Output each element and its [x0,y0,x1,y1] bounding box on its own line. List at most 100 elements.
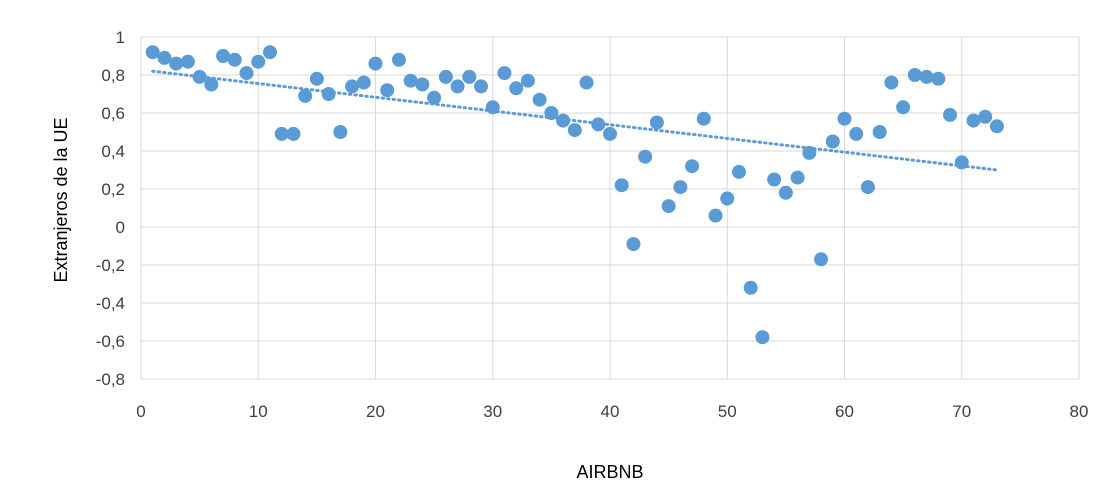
data-point [298,88,313,103]
x-tick-label: 10 [249,402,268,421]
data-point [884,75,899,90]
x-tick-label: 0 [136,402,145,421]
y-tick-labels: -0,8 -0,6 -0,4 -0,2 0 0,2 0,4 0,6 0,8 1 [96,28,125,389]
data-point [755,330,770,345]
data-point [321,87,336,101]
data-point [814,252,829,267]
data-point [532,92,547,107]
data-point [239,66,254,81]
data-point [450,79,465,94]
y-tick-label: 0 [116,218,125,237]
data-point [966,113,981,128]
data-point [614,178,629,193]
data-point [403,73,418,88]
data-point [145,45,160,60]
data-point [591,117,606,132]
data-point [743,280,758,295]
data-point [638,149,653,164]
data-point [579,75,594,90]
data-point [708,208,723,223]
data-point [860,180,875,195]
data-point [509,81,524,96]
x-axis-title: AIRBNB [576,462,643,482]
data-point [262,45,277,60]
data-point [274,126,289,141]
data-point [462,69,477,84]
trendline [151,69,999,172]
data-point [778,185,793,200]
x-tick-label: 20 [366,402,385,421]
y-tick-label: 0,2 [101,180,125,199]
data-point [907,68,922,82]
data-point [567,123,582,138]
x-tick-label: 60 [835,402,854,421]
data-point [661,199,676,214]
x-tick-label: 80 [1070,402,1089,421]
data-point [978,109,993,124]
data-point [380,83,395,98]
data-point [368,56,383,71]
x-tick-label: 40 [601,402,620,421]
y-tick-label: -0,4 [96,294,125,313]
data-point [802,145,817,160]
data-point [474,79,489,94]
data-point [954,155,969,170]
data-point [286,126,301,141]
data-point [333,125,348,139]
y-axis-title: Extranjeros de la UE [51,117,71,282]
data-point [989,119,1004,134]
data-point [673,180,688,195]
data-point [520,73,535,88]
data-point [485,100,500,115]
data-point [790,170,805,185]
y-tick-label: 0,6 [101,104,125,123]
gridlines [140,36,1080,380]
data-point [216,49,231,63]
y-tick-label: -0,8 [96,370,125,389]
data-point [204,77,219,92]
data-point [251,54,266,69]
y-tick-label: -0,6 [96,332,125,351]
data-point [872,125,887,139]
y-tick-label: -0,2 [96,256,125,275]
data-point [192,69,207,84]
data-point [825,134,840,149]
x-tick-label: 30 [483,402,502,421]
y-tick-label: 0,8 [101,66,125,85]
data-point [169,56,184,71]
data-point [685,159,700,174]
data-point [731,164,746,179]
y-tick-label: 1 [116,28,125,47]
data-point [837,111,852,126]
x-tick-labels: 0 10 20 30 40 50 60 70 80 [136,402,1088,421]
data-point [767,172,782,187]
data-point [626,237,641,252]
x-tick-label: 50 [718,402,737,421]
data-point [345,79,360,94]
data-point [896,100,911,115]
x-tick-label: 70 [952,402,971,421]
data-point [438,69,453,84]
data-point [720,191,735,206]
data-point [544,106,559,120]
y-tick-label: 0,4 [101,142,125,161]
data-point [309,71,324,86]
data-point [849,126,864,141]
data-point [427,90,442,105]
data-point [157,50,172,65]
data-point [497,66,512,81]
data-point [356,75,371,90]
data-point [943,107,958,122]
data-points [145,45,1004,345]
data-point [696,111,711,126]
data-point [227,52,242,67]
data-point [391,52,406,67]
data-point [603,126,617,141]
data-point [556,113,571,128]
data-point [919,69,934,84]
trendline-group [151,69,999,172]
data-point [415,77,430,92]
data-point [931,71,946,86]
